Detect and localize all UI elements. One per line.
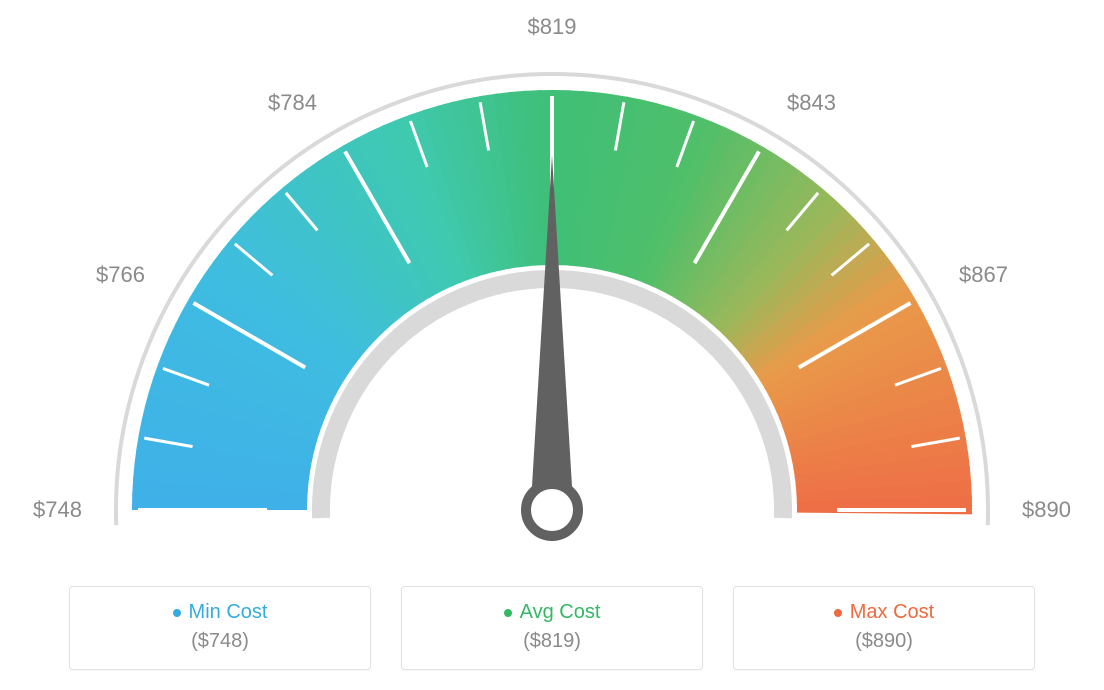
legend-value-max: ($890) [734, 630, 1034, 653]
gauge-tick-label: $867 [959, 262, 1008, 288]
legend-label-max: Max Cost [834, 601, 934, 624]
legend-text-max: Max Cost [850, 601, 934, 624]
legend-row: Min Cost ($748) Avg Cost ($819) Max Cost… [0, 586, 1104, 670]
gauge-tick-label: $766 [96, 262, 145, 288]
legend-dot-min [173, 609, 181, 617]
gauge-tick-label: $819 [528, 14, 577, 40]
chart-container: $748 $766 $784 $819 $843 $867 $890 Min Cost ($… [0, 0, 1104, 690]
gauge-tick-label: $890 [1022, 497, 1071, 523]
gauge-tick-label: $843 [787, 90, 836, 116]
legend-text-min: Min Cost [189, 601, 268, 624]
legend-value-avg: ($819) [402, 630, 702, 653]
gauge-tick-label: $748 [33, 497, 82, 523]
legend-dot-avg [504, 609, 512, 617]
legend-card-avg: Avg Cost ($819) [401, 586, 703, 670]
gauge-tick-label: $784 [268, 90, 317, 116]
legend-dot-max [834, 609, 842, 617]
legend-card-min: Min Cost ($748) [69, 586, 371, 670]
legend-value-min: ($748) [70, 630, 370, 653]
legend-text-avg: Avg Cost [520, 601, 601, 624]
legend-card-max: Max Cost ($890) [733, 586, 1035, 670]
legend-label-min: Min Cost [173, 601, 268, 624]
gauge-chart: $748 $766 $784 $819 $843 $867 $890 [0, 0, 1104, 570]
legend-label-avg: Avg Cost [504, 601, 601, 624]
